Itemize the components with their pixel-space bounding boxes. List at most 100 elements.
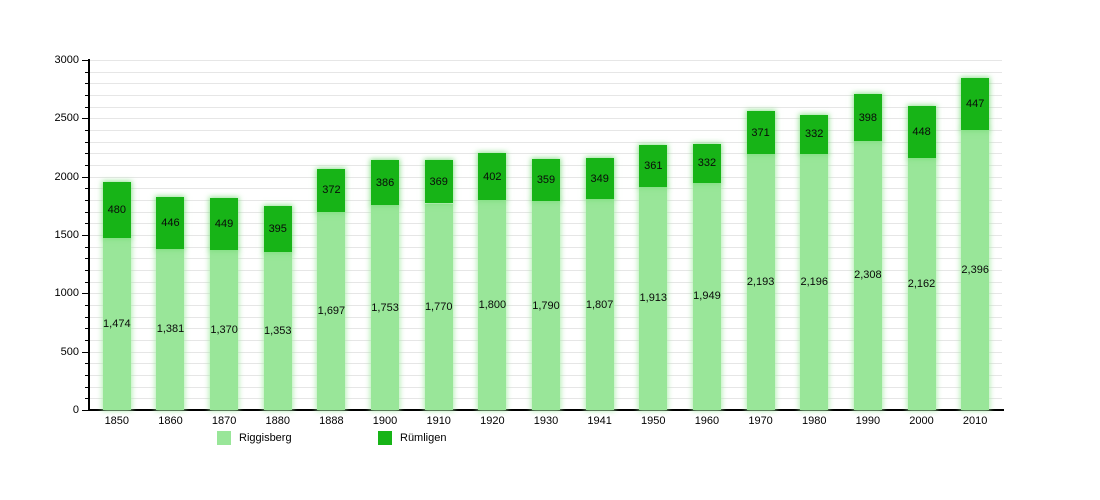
legend-label-ruemligen: Rümligen (400, 432, 447, 444)
value-label-riggisberg-1900: 1,753 (371, 301, 399, 314)
bar-segment-riggisberg-1850 (102, 238, 131, 410)
y-axis-label-2500: 2500 (54, 112, 79, 125)
y-axis-label-3000: 3000 (54, 54, 79, 66)
value-label-riggisberg-1880: 1,353 (263, 325, 292, 338)
bar-segment-ruemligen-1941 (585, 158, 614, 200)
bar-segment-ruemligen-1960 (692, 143, 721, 183)
x-axis-label-1920: 1920 (480, 415, 505, 427)
bar-segment-riggisberg-2000 (907, 157, 936, 410)
y-tick-2900 (85, 71, 89, 73)
bar-segment-ruemligen-1930 (532, 159, 560, 202)
y-tick-100 (85, 398, 89, 400)
value-label-riggisberg-1910: 1,770 (424, 300, 453, 313)
y-tick-400 (85, 363, 89, 365)
bar-1920 (478, 60, 507, 410)
y-axis-label-0: 0 (72, 404, 79, 416)
y-tick-900 (85, 305, 89, 306)
bar-segment-ruemligen-1970 (746, 110, 775, 155)
value-label-ruemligen-1910: 369 (429, 175, 448, 188)
x-axis-label-1860: 1860 (158, 415, 183, 427)
bar-segment-ruemligen-1910 (424, 160, 453, 204)
value-label-riggisberg-2010: 2,396 (961, 264, 989, 277)
value-label-riggisberg-1888: 1,697 (317, 305, 346, 317)
gridline-3000 (90, 60, 1002, 61)
y-axis-label-1500: 1500 (54, 229, 79, 241)
bar-segment-riggisberg-1980 (800, 153, 829, 410)
value-label-ruemligen-1870: 449 (214, 217, 234, 230)
gridline-2900 (90, 71, 1002, 73)
bar-1990 (853, 60, 882, 410)
legend-swatch-ruemligen (378, 431, 392, 445)
y-tick-2200 (85, 153, 89, 155)
value-label-ruemligen-1888: 372 (322, 184, 341, 197)
y-tick-0 (82, 410, 89, 411)
bar-1888 (317, 60, 346, 410)
value-label-riggisberg-1990: 2,308 (854, 269, 882, 282)
bar-segment-riggisberg-2010 (961, 130, 990, 410)
value-label-riggisberg-1920: 1,800 (478, 299, 507, 311)
y-tick-1600 (85, 223, 89, 225)
legend-swatch-riggisberg (217, 431, 231, 445)
x-axis-label-1941: 1941 (587, 415, 612, 427)
gridline-2200 (90, 153, 1002, 155)
y-tick-300 (85, 375, 89, 376)
value-label-riggisberg-2000: 2,162 (907, 277, 936, 290)
value-label-ruemligen-1941: 349 (590, 172, 609, 185)
value-label-riggisberg-1941: 1,807 (585, 298, 614, 311)
y-tick-2400 (85, 130, 89, 131)
value-label-ruemligen-1860: 446 (161, 216, 180, 229)
value-label-ruemligen-1880: 395 (268, 223, 287, 236)
gridline-2300 (90, 141, 1002, 143)
legend: Riggisberg Rümligen (0, 430, 1100, 448)
bar-segment-ruemligen-1888 (317, 168, 346, 212)
value-label-riggisberg-1870: 1,370 (210, 324, 238, 337)
y-axis-label-2000: 2000 (54, 170, 79, 183)
x-axis-label-1850: 1850 (104, 415, 130, 427)
bar-segment-riggisberg-1860 (156, 248, 185, 410)
gridline-2800 (90, 83, 1002, 85)
bar-segment-ruemligen-1880 (263, 206, 292, 253)
x-axis-label-1950: 1950 (641, 415, 666, 427)
value-label-riggisberg-1930: 1,790 (532, 299, 560, 312)
value-label-ruemligen-2010: 447 (965, 98, 985, 111)
bar-segment-ruemligen-1900 (371, 160, 400, 206)
bar-segment-ruemligen-1850 (102, 182, 131, 239)
bar-1850 (102, 60, 131, 410)
bar-1870 (210, 60, 239, 410)
y-tick-1100 (85, 281, 89, 283)
x-axis-label-1980: 1980 (801, 415, 827, 427)
bar-1910 (424, 60, 453, 410)
y-tick-1800 (85, 200, 89, 201)
x-axis-label-2000: 2000 (909, 415, 934, 427)
value-label-riggisberg-1860: 1,381 (156, 323, 185, 336)
bar-segment-riggisberg-1941 (585, 199, 614, 410)
gridline-2400 (90, 130, 1002, 131)
bar-2000 (907, 60, 936, 410)
bar-1980 (800, 60, 829, 410)
bar-1970 (746, 60, 775, 410)
x-axis-label-1888: 1888 (319, 415, 344, 427)
value-label-ruemligen-1930: 359 (536, 174, 556, 187)
y-tick-2800 (85, 83, 89, 85)
y-tick-800 (85, 316, 89, 318)
y-tick-500 (82, 351, 89, 353)
x-axis-line (88, 409, 1004, 411)
bar-1950 (639, 60, 668, 410)
y-tick-1300 (85, 258, 89, 260)
bar-1960 (692, 60, 721, 410)
y-tick-1000 (82, 293, 89, 295)
bar-segment-riggisberg-1990 (853, 140, 882, 410)
bar-segment-ruemligen-1950 (639, 144, 668, 187)
value-label-ruemligen-1990: 398 (858, 111, 878, 124)
value-label-riggisberg-1960: 1,949 (693, 290, 721, 303)
y-tick-700 (85, 328, 89, 330)
y-tick-2500 (82, 118, 89, 120)
bar-2010 (961, 60, 990, 410)
y-tick-2300 (85, 141, 89, 143)
bar-segment-riggisberg-1880 (263, 252, 292, 410)
y-tick-3000 (82, 60, 89, 61)
x-axis-label-1910: 1910 (426, 415, 451, 427)
value-label-ruemligen-1950: 361 (644, 159, 663, 172)
value-label-ruemligen-1980: 332 (805, 128, 824, 141)
